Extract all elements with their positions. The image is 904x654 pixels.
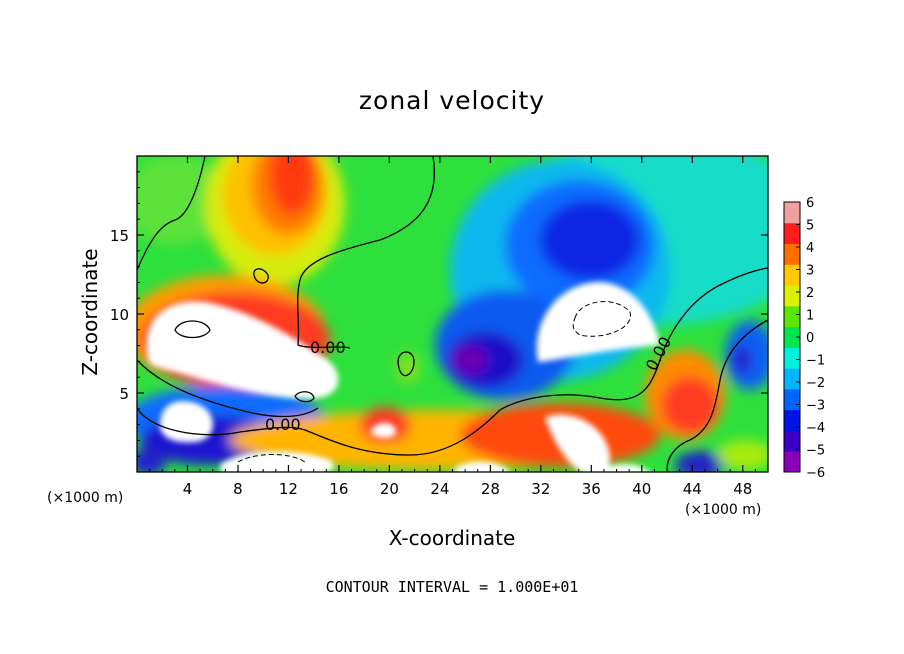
colorbar-label: −1 — [806, 354, 825, 369]
colorbar-label: −5 — [806, 444, 825, 459]
colorbar-swatch — [784, 305, 800, 328]
x-unit-right: (×1000 m) — [685, 502, 762, 518]
colorbar-swatch — [784, 409, 800, 431]
colorbar-swatch — [784, 347, 800, 369]
colorbar-swatch — [784, 222, 800, 245]
colorbar-label: 3 — [806, 264, 814, 279]
colorbar-swatch — [784, 368, 800, 390]
colorbar-label: −2 — [806, 376, 825, 391]
colorbar-label: −6 — [806, 466, 825, 481]
y-tick-label: 10 — [110, 306, 129, 324]
colorbar-label: 2 — [806, 286, 814, 301]
colorbar-swatch — [784, 264, 800, 286]
contour-label: 0.00 — [310, 338, 346, 357]
heatmap-field — [137, 156, 768, 472]
colorbar-swatch — [784, 202, 800, 224]
x-tick-label: 40 — [632, 480, 651, 498]
colorbar-swatch — [784, 243, 800, 265]
x-tick-label: 24 — [430, 480, 449, 498]
colorbar-swatch — [784, 326, 800, 348]
colorbar-label: 5 — [806, 219, 814, 234]
x-tick-label: 36 — [582, 480, 601, 498]
y-tick-label: 15 — [110, 227, 129, 245]
colorbar-label: 4 — [806, 241, 814, 256]
colorbar: 6 5 4 3 2 1 0 −1 −2 −3 −4 −5 −6 — [783, 196, 825, 481]
y-tick-label: 5 — [119, 385, 129, 403]
colorbar-swatch — [784, 285, 800, 307]
x-unit-left: (×1000 m) — [47, 490, 124, 506]
colorbar-swatch — [784, 451, 800, 473]
x-tick-label: 8 — [233, 480, 243, 498]
x-tick-label: 28 — [481, 480, 500, 498]
colorbar-label: −3 — [806, 399, 825, 414]
x-axis-label: X-coordinate — [388, 526, 516, 550]
colorbar-swatch — [784, 388, 800, 411]
colorbar-swatch — [784, 430, 800, 452]
contour-label: 0.00 — [265, 415, 301, 434]
x-tick-label: 48 — [733, 480, 752, 498]
chart-title: zonal velocity — [358, 86, 546, 115]
colorbar-label: −4 — [806, 421, 825, 436]
y-axis-label: Z-coordinate — [78, 248, 102, 376]
contour-interval-note: CONTOUR INTERVAL = 1.000E+01 — [325, 578, 579, 596]
colorbar-label: 0 — [806, 331, 814, 346]
x-tick-label: 12 — [279, 480, 298, 498]
x-tick-label: 4 — [183, 480, 193, 498]
x-tick-label: 20 — [380, 480, 399, 498]
colorbar-label: 1 — [806, 309, 814, 324]
x-tick-label: 32 — [531, 480, 550, 498]
x-tick-label: 16 — [329, 480, 348, 498]
x-axis: 4 8 12 16 20 24 28 32 36 40 44 48 — [149, 156, 756, 498]
x-tick-label: 44 — [683, 480, 702, 498]
y-axis: 5 10 15 — [110, 171, 768, 457]
colorbar-label: 6 — [806, 196, 814, 211]
